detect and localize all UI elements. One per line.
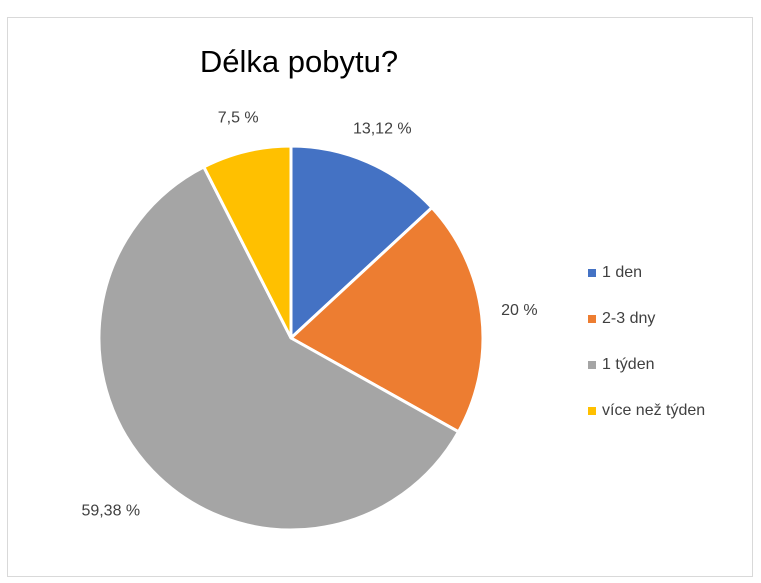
legend-label-1-tyden: 1 týden bbox=[602, 356, 655, 373]
data-label-2-3-dny: 20 % bbox=[501, 302, 537, 319]
pie-slice-2-3-dny bbox=[289, 206, 485, 434]
pie-slice-1-tyden bbox=[97, 165, 461, 532]
legend-swatch-2-3-dny bbox=[588, 315, 596, 323]
legend-item-1-den: 1 den bbox=[588, 258, 705, 288]
chart-legend: 1 den 2-3 dny 1 týden více než týden bbox=[588, 258, 705, 442]
legend-swatch-1-tyden bbox=[588, 361, 596, 369]
legend-item-2-3-dny: 2-3 dny bbox=[588, 304, 705, 334]
chart-title: Délka pobytu? bbox=[199, 44, 399, 79]
legend-swatch-vice-nez-tyden bbox=[588, 407, 596, 415]
pie-slice-1-den bbox=[289, 144, 434, 340]
legend-item-vice-nez-tyden: více než týden bbox=[588, 396, 705, 426]
data-label-1-tyden: 59,38 % bbox=[81, 503, 140, 520]
data-label-vice-nez-tyden: 7,5 % bbox=[218, 109, 259, 126]
legend-label-vice-nez-tyden: více než týden bbox=[602, 402, 706, 419]
pie-slice-vice-nez-tyden bbox=[202, 144, 293, 340]
legend-item-1-tyden: 1 týden bbox=[588, 350, 705, 380]
data-label-1-den: 13,12 % bbox=[353, 120, 412, 137]
legend-label-2-3-dny: 2-3 dny bbox=[602, 310, 656, 327]
legend-label-1-den: 1 den bbox=[602, 264, 643, 281]
legend-swatch-1-den bbox=[588, 269, 596, 277]
